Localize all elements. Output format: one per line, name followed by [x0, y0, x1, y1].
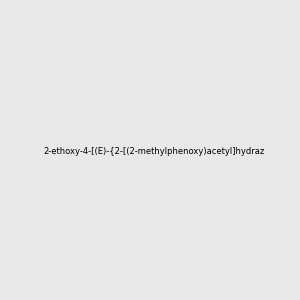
- Text: 2-ethoxy-4-[(E)-{2-[(2-methylphenoxy)acetyl]hydraz: 2-ethoxy-4-[(E)-{2-[(2-methylphenoxy)ace…: [43, 147, 264, 156]
